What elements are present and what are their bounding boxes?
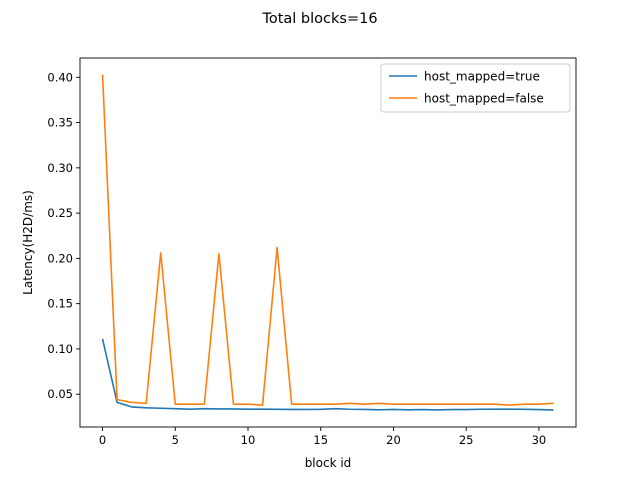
x-tick-label: 10 xyxy=(241,433,256,447)
legend-label-host-mapped-false: host_mapped=false xyxy=(424,92,544,106)
x-tick-label: 30 xyxy=(532,433,547,447)
y-axis-label: Latency(H2D/ms) xyxy=(21,190,35,295)
legend: host_mapped=true host_mapped=false xyxy=(380,63,571,113)
x-axis-ticks: 0 5 10 15 20 25 30 xyxy=(99,427,546,447)
x-tick-label: 25 xyxy=(459,433,474,447)
plot-frame xyxy=(79,57,577,428)
x-tick-label: 5 xyxy=(172,433,179,447)
chart-title: Total blocks=16 xyxy=(261,11,377,27)
y-tick-label: 0.15 xyxy=(47,297,73,311)
y-tick-label: 0.35 xyxy=(47,116,73,130)
x-tick-label: 15 xyxy=(313,433,328,447)
y-axis-ticks: 0.05 0.10 0.15 0.20 0.25 0.30 0.35 0.40 xyxy=(47,70,80,401)
y-tick-label: 0.05 xyxy=(47,387,73,401)
y-tick-label: 0.40 xyxy=(47,70,73,84)
y-tick-label: 0.25 xyxy=(47,206,73,220)
y-tick-label: 0.30 xyxy=(47,161,73,175)
legend-label-host-mapped-true: host_mapped=true xyxy=(424,70,540,84)
x-tick-label: 0 xyxy=(99,433,106,447)
legend-box xyxy=(380,63,571,113)
y-tick-label: 0.10 xyxy=(47,342,73,356)
x-axis-label: block id xyxy=(305,456,352,470)
series-line-1 xyxy=(101,74,554,406)
y-tick-label: 0.20 xyxy=(47,251,73,265)
x-tick-label: 20 xyxy=(386,433,401,447)
series-line-0 xyxy=(101,338,554,411)
plot-lines xyxy=(101,74,554,411)
